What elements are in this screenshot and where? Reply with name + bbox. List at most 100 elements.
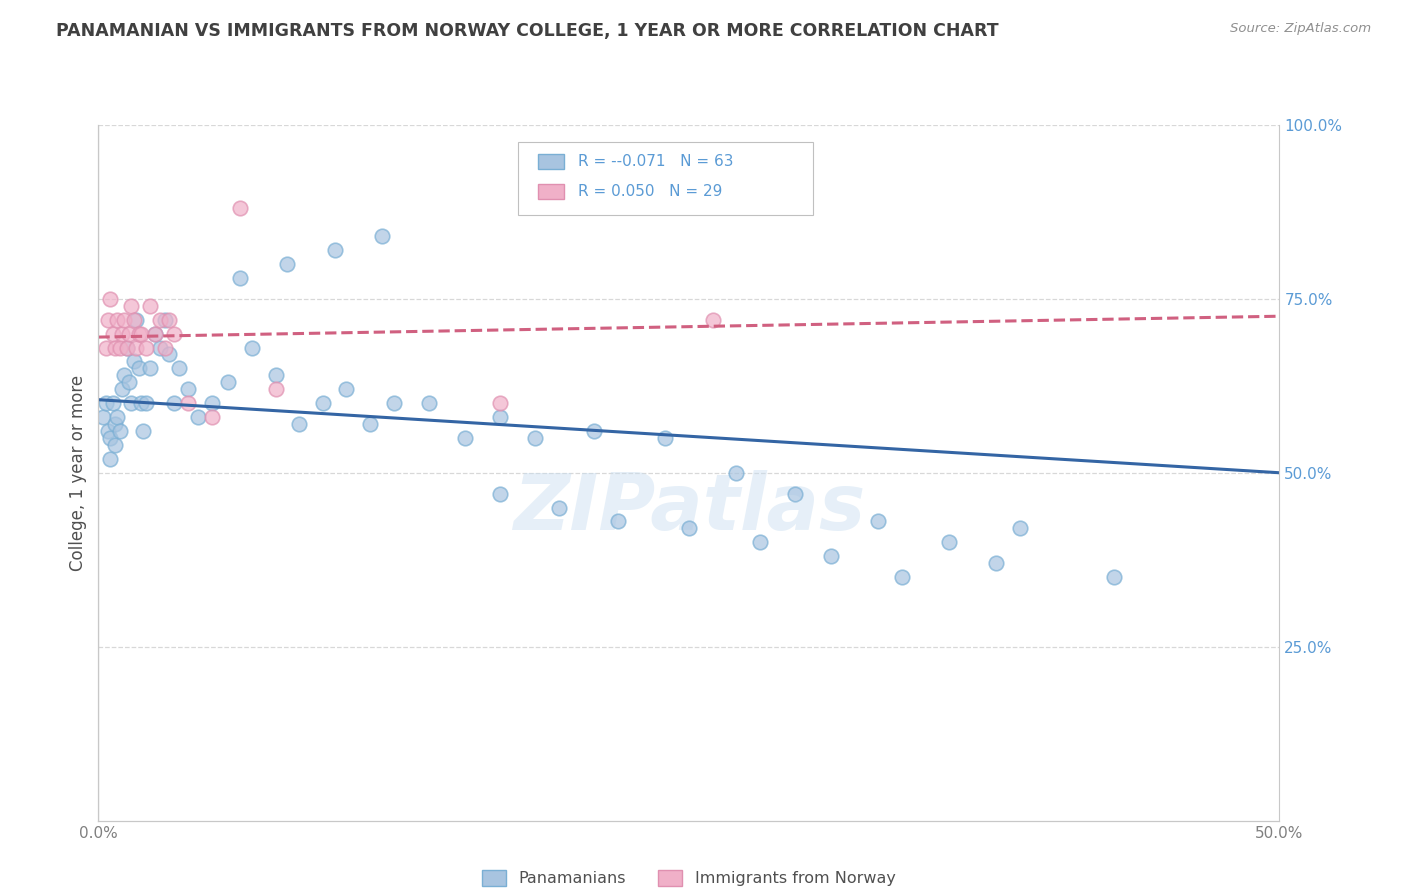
Point [139, 299, 162, 313]
Point [335, 382, 357, 396]
Point [97, 424, 120, 438]
Point [122, 312, 145, 326]
Point [128, 326, 150, 341]
Point [524, 431, 547, 445]
Point [217, 376, 239, 390]
Point [94, 396, 117, 410]
Legend: Panamanians, Immigrants from Norway: Panamanians, Immigrants from Norway [475, 863, 903, 892]
Point [105, 312, 128, 326]
Point [157, 347, 180, 361]
Point [890, 570, 912, 584]
Point [1102, 570, 1125, 584]
Point [323, 243, 346, 257]
Point [288, 417, 311, 431]
FancyBboxPatch shape [517, 142, 813, 215]
Point [121, 396, 143, 410]
Point [104, 438, 127, 452]
Text: R = --0.071   N = 63: R = --0.071 N = 63 [578, 154, 734, 169]
Point [128, 361, 150, 376]
Point [139, 361, 162, 376]
Point [276, 257, 298, 271]
Point [312, 396, 335, 410]
Point [382, 396, 405, 410]
Point [229, 271, 252, 285]
Point [984, 556, 1007, 570]
Point [108, 424, 131, 438]
Point [143, 326, 166, 341]
Point [163, 326, 186, 341]
Point [187, 410, 209, 425]
Point [135, 341, 157, 355]
Point [101, 396, 124, 410]
Point [108, 341, 131, 355]
Point [938, 535, 960, 549]
Point [489, 410, 512, 425]
Point [129, 396, 152, 410]
Point [607, 515, 630, 529]
Point [153, 341, 176, 355]
Point [201, 410, 224, 425]
Point [91, 410, 114, 425]
Point [177, 396, 200, 410]
Point [104, 417, 127, 431]
Point [153, 312, 176, 326]
Point [678, 521, 700, 535]
Point [229, 202, 252, 216]
Point [163, 396, 186, 410]
Point [177, 382, 200, 396]
Point [115, 341, 138, 355]
Point [125, 341, 148, 355]
Point [149, 341, 172, 355]
Point [548, 500, 571, 515]
Point [1008, 521, 1031, 535]
Point [489, 396, 512, 410]
FancyBboxPatch shape [537, 184, 564, 199]
Point [143, 326, 166, 341]
Point [98, 292, 121, 306]
Point [118, 376, 141, 390]
Y-axis label: College, 1 year or more: College, 1 year or more [69, 375, 87, 571]
Point [101, 326, 124, 341]
Point [157, 312, 180, 326]
Point [112, 312, 135, 326]
Text: PANAMANIAN VS IMMIGRANTS FROM NORWAY COLLEGE, 1 YEAR OR MORE CORRELATION CHART: PANAMANIAN VS IMMIGRANTS FROM NORWAY COL… [56, 22, 998, 40]
Point [785, 486, 807, 500]
Point [149, 312, 172, 326]
Text: ZIPatlas: ZIPatlas [513, 469, 865, 546]
Point [264, 368, 287, 383]
Point [105, 410, 128, 425]
Text: R = 0.050   N = 29: R = 0.050 N = 29 [578, 184, 723, 199]
Point [702, 312, 724, 326]
Point [240, 341, 263, 355]
Point [135, 396, 157, 410]
Point [118, 326, 141, 341]
Point [201, 396, 224, 410]
Point [725, 466, 748, 480]
Point [371, 229, 394, 244]
Point [583, 424, 606, 438]
Point [264, 382, 287, 396]
Point [167, 361, 190, 376]
Point [453, 431, 475, 445]
Point [654, 431, 676, 445]
Point [359, 417, 381, 431]
Point [98, 451, 121, 466]
Point [122, 354, 145, 368]
Point [94, 341, 117, 355]
Point [111, 382, 134, 396]
Point [121, 299, 143, 313]
Point [129, 326, 152, 341]
Point [97, 312, 120, 326]
Point [112, 368, 135, 383]
Point [748, 535, 770, 549]
Point [104, 341, 127, 355]
Point [132, 424, 155, 438]
Point [98, 431, 121, 445]
Point [125, 312, 148, 326]
Point [111, 326, 134, 341]
Point [820, 549, 842, 564]
FancyBboxPatch shape [537, 154, 564, 169]
Point [115, 341, 138, 355]
Point [866, 515, 889, 529]
Point [489, 486, 512, 500]
